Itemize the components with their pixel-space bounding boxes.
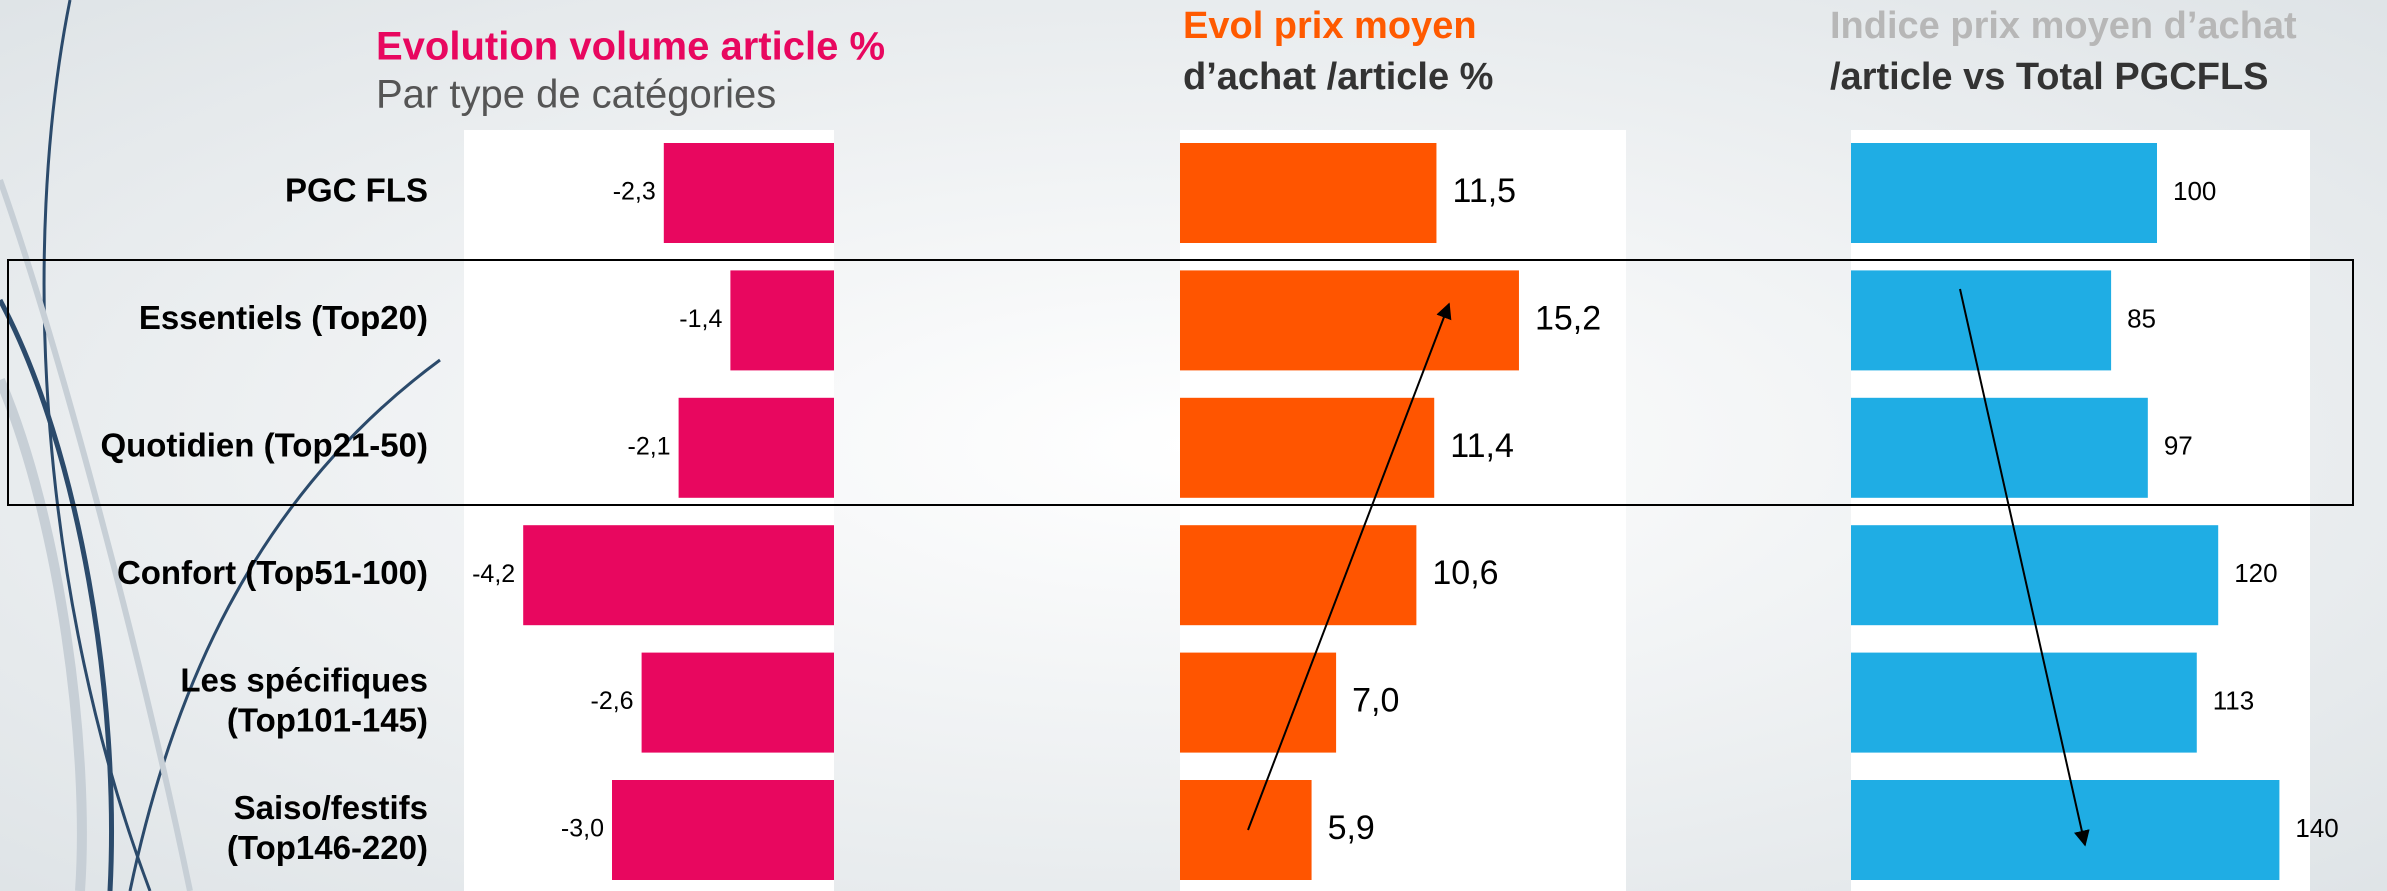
value-label: -2,3	[613, 178, 656, 206]
bar	[1851, 143, 2157, 243]
chart-subtitle: d’achat /article %	[1183, 56, 1493, 98]
bar	[1180, 780, 1312, 880]
value-label: 11,5	[1452, 172, 1516, 210]
chart: Evolution volume article %Par type de ca…	[0, 0, 2387, 891]
value-label: 7,0	[1352, 682, 1399, 720]
page: Evolution volume article %Par type de ca…	[0, 0, 2387, 891]
bar	[1851, 398, 2148, 498]
bar	[642, 653, 834, 753]
bar	[1180, 143, 1436, 243]
panel-background	[1180, 130, 1626, 891]
value-label: -2,1	[628, 432, 671, 460]
value-label: -2,6	[591, 687, 634, 715]
bar	[679, 398, 834, 498]
bar	[1851, 780, 2279, 880]
chart-title: Evolution volume article %	[376, 25, 885, 69]
bar	[1180, 653, 1336, 753]
bar	[1180, 398, 1434, 498]
chart-title: Evol prix moyen	[1183, 5, 1477, 47]
value-label: 10,6	[1432, 554, 1498, 592]
chart-title: Indice prix moyen d’achat	[1830, 5, 2297, 47]
panel-background	[464, 130, 834, 891]
value-label: -3,0	[561, 815, 604, 843]
bar	[1851, 653, 2197, 753]
value-label: 11,4	[1450, 427, 1514, 465]
value-label: 120	[2234, 558, 2277, 588]
bar	[730, 270, 834, 370]
value-label: 97	[2164, 431, 2193, 461]
bar	[1851, 270, 2111, 370]
value-label: 85	[2127, 303, 2156, 333]
category-label: Confort (Top51-100)	[117, 554, 428, 591]
bar	[612, 780, 834, 880]
chart-subtitle: /article vs Total PGCFLS	[1830, 56, 2269, 98]
panel-background	[1851, 130, 2310, 891]
value-label: 140	[2295, 813, 2338, 843]
value-label: 15,2	[1535, 299, 1601, 337]
chart-subtitle: Par type de catégories	[376, 73, 776, 117]
value-label: 5,9	[1328, 809, 1375, 847]
bar	[664, 143, 834, 243]
bar	[1180, 270, 1519, 370]
category-label: Essentiels (Top20)	[139, 299, 428, 336]
bar	[1180, 525, 1416, 625]
category-label: PGC FLS	[285, 172, 428, 209]
bar	[523, 525, 834, 625]
bar	[1851, 525, 2218, 625]
value-label: -1,4	[679, 305, 722, 333]
category-label: Quotidien (Top21-50)	[100, 427, 428, 464]
value-label: -4,2	[472, 560, 515, 588]
value-label: 100	[2173, 176, 2216, 206]
value-label: 113	[2213, 685, 2254, 715]
